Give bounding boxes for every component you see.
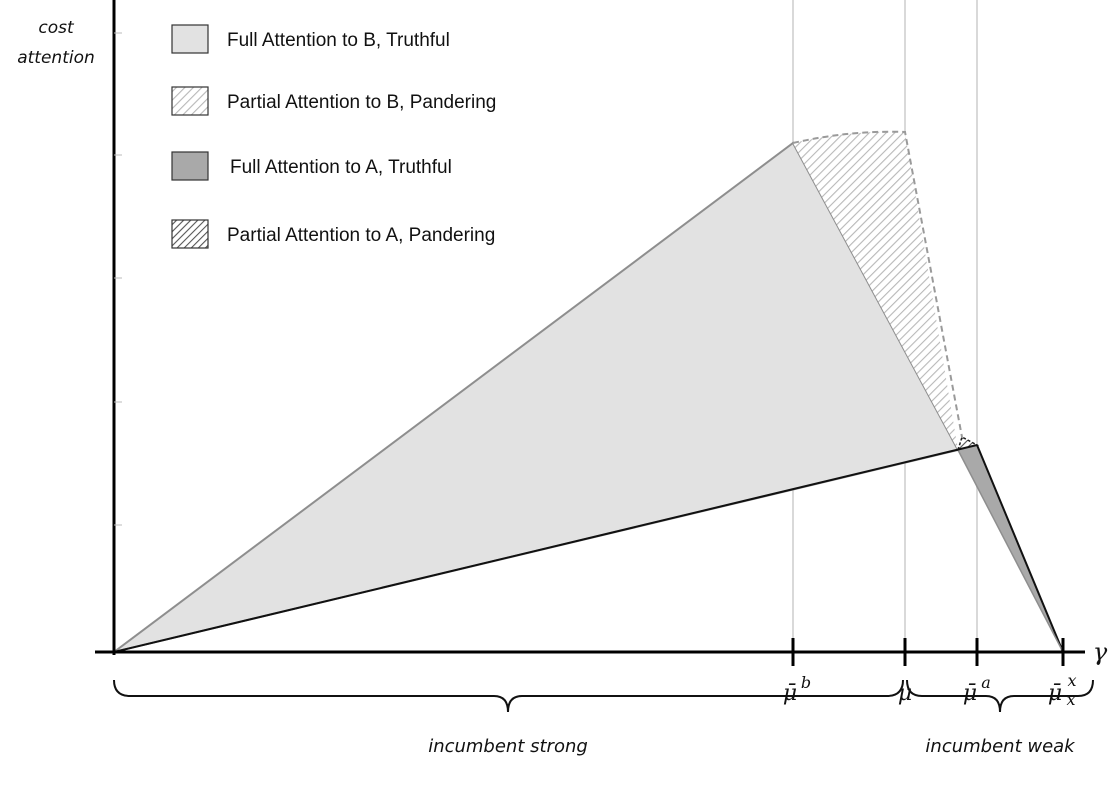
legend-label-partial-b: Partial Attention to B, Pandering [227, 92, 496, 113]
edge-full-a-outer [976, 444, 1064, 653]
marker-mu-bar-a-base: μ̄ [963, 681, 977, 706]
legend-swatch-partial-b [171, 86, 209, 116]
x-axis-label: γ [1093, 638, 1108, 666]
legend-swatch-full-b [171, 24, 209, 54]
marker-mu-bar-x-sub: x [1066, 690, 1075, 709]
marker-mu-bar-x-sup: x [1067, 671, 1076, 690]
lower-boundary-line [113, 444, 978, 653]
y-axis-label-line2: attention [17, 48, 95, 68]
region-partial-attention-b [793, 131, 958, 450]
y-axis-ticks [114, 32, 122, 526]
legend-label-full-a: Full Attention to A, Truthful [230, 157, 452, 178]
marker-mu-bar-b-sup: b [801, 673, 811, 692]
marker-mu-bar-a-sup: a [981, 673, 991, 692]
legend-swatch-partial-a [171, 219, 209, 249]
legend-label-partial-a: Partial Attention to A, Pandering [227, 225, 495, 246]
legend-label-full-b: Full Attention to B, Truthful [227, 30, 450, 51]
brace-incumbent-weak [906, 679, 1094, 713]
y-axis-label-line1: cost [38, 18, 75, 38]
legend: Full Attention to B, Truthful Partial At… [171, 24, 496, 249]
marker-mu-base: μ [898, 681, 912, 706]
region-partial-attention-b-dashed-edge [792, 130, 963, 438]
brace-incumbent-strong [113, 679, 904, 713]
region-label-incumbent-weak: incumbent weak [925, 736, 1076, 757]
marker-mu: μ [898, 681, 912, 706]
legend-swatch-full-a [171, 151, 209, 181]
marker-mu-bar-x-base: μ̄ [1048, 681, 1062, 706]
region-label-incumbent-strong: incumbent strong [428, 736, 588, 757]
marker-mu-bar-b: μ̄ b [783, 673, 811, 706]
marker-mu-bar-b-base: μ̄ [783, 681, 797, 706]
marker-mu-bar-x: μ̄ x x [1048, 671, 1077, 709]
edge-full-a-inner [957, 449, 1064, 653]
region-full-attention-b [113, 141, 960, 653]
marker-mu-bar-a: μ̄ a [963, 673, 991, 706]
